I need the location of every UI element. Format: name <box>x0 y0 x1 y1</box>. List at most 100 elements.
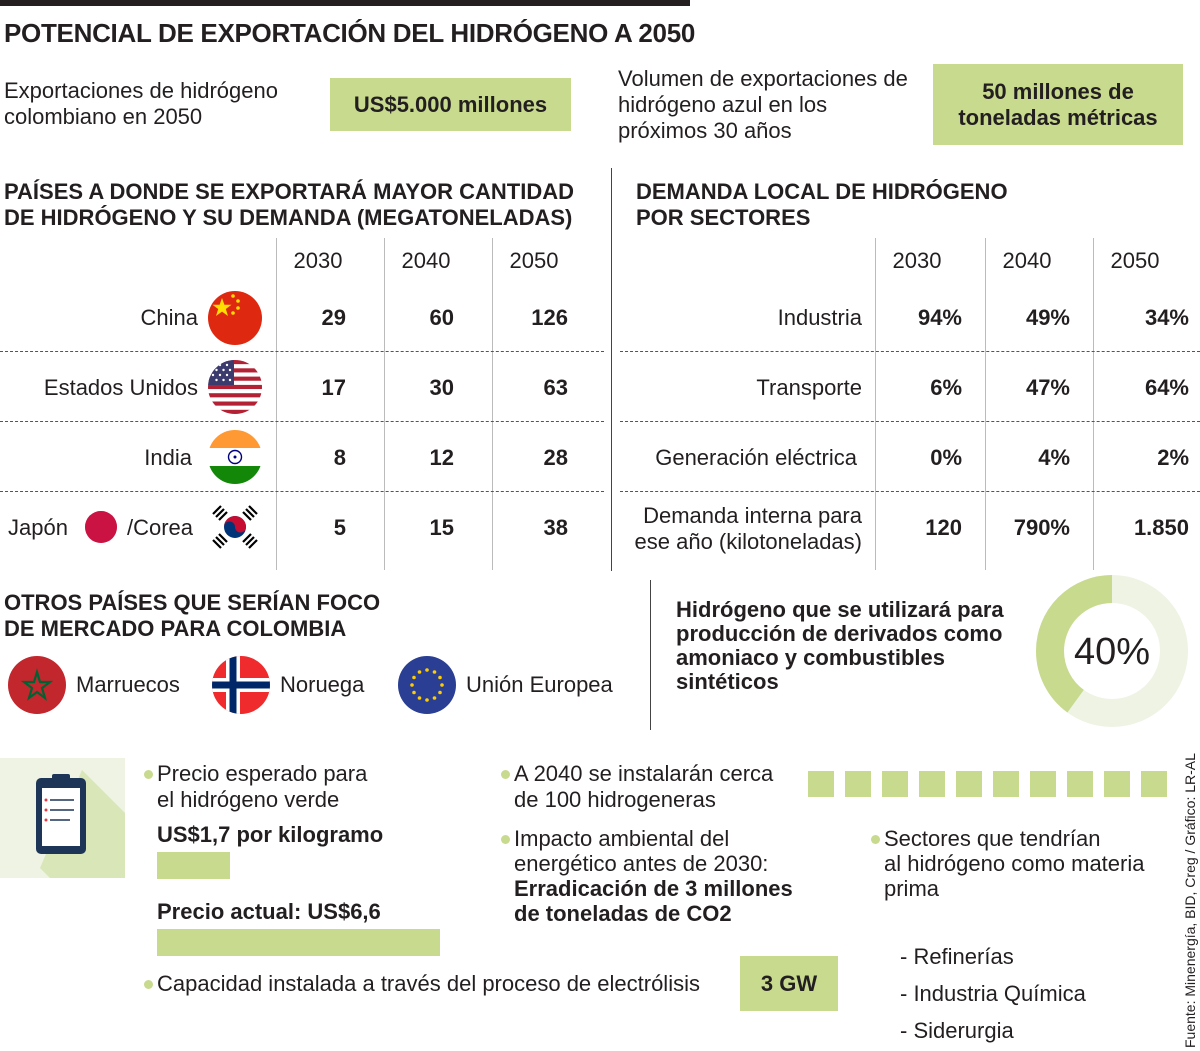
cell: 0% <box>930 445 962 470</box>
cell: 15 <box>429 515 454 540</box>
cell: 17 <box>321 375 346 400</box>
hydrogenerator-square <box>1030 771 1056 797</box>
cell: 49% <box>1025 305 1070 330</box>
hydrogenerator-square <box>808 771 834 797</box>
row-label-industria: Industria <box>777 305 862 330</box>
eu-flag-icon <box>398 656 456 714</box>
cell: 120 <box>925 515 962 540</box>
col-divider <box>985 238 986 570</box>
exports-label: Exportaciones de hidrógeno colombiano en… <box>4 78 278 129</box>
clipboard-icon <box>0 758 125 878</box>
derivatives-donut: 40% <box>1036 575 1188 727</box>
hydrogenerator-square <box>1067 771 1093 797</box>
sectors-list: - Refinerías - Industria Química - Sider… <box>900 938 1086 1049</box>
row-label-generacion: Generación eléctrica <box>655 445 857 470</box>
norway-flag-icon <box>212 656 270 714</box>
demand-table-title: DEMANDA LOCAL DE HIDRÓGENO POR SECTORES <box>636 179 1008 230</box>
korea-flag-icon <box>208 500 262 554</box>
row-label-india: India <box>144 445 192 470</box>
price-expected-bar <box>157 852 230 879</box>
section-divider <box>611 168 612 571</box>
morocco-flag-icon <box>8 656 66 714</box>
exports-value: US$5.000 millones <box>330 78 571 131</box>
cell: 12 <box>429 445 454 470</box>
row-separator <box>620 491 1200 492</box>
price-current: Precio actual: US$6,6 <box>157 899 381 924</box>
hydrogenerator-square <box>1141 771 1167 797</box>
col-divider <box>1093 238 1094 570</box>
country-marruecos: Marruecos <box>76 672 180 697</box>
volume-value: 50 millones de toneladas métricas <box>933 64 1183 145</box>
row-separator <box>620 421 1200 422</box>
price-text: Precio esperado para el hidrógeno verde <box>143 761 368 812</box>
cell: 8 <box>333 445 346 470</box>
exports-table-title: PAÍSES A DONDE SE EXPORTARÁ MAYOR CANTID… <box>4 179 575 230</box>
india-flag-icon <box>208 430 262 484</box>
row-label-china: China <box>140 305 198 330</box>
derivatives-text: Hidrógeno que se utilizará para producci… <box>676 597 1004 694</box>
list-item: - Refinerías <box>900 944 1014 969</box>
capacity-label: Capacidad instalada a través del proceso… <box>144 971 700 996</box>
row-separator <box>0 491 604 492</box>
volume-label: Volumen de exportaciones de hidrógeno az… <box>618 66 908 143</box>
hydrogenerator-square <box>845 771 871 797</box>
china-flag-icon <box>208 291 262 345</box>
col-divider <box>384 238 385 570</box>
row-separator <box>0 421 604 422</box>
capacity-value: 3 GW <box>740 956 838 1011</box>
cell: 63 <box>543 375 568 400</box>
cell: 30 <box>429 375 454 400</box>
col-divider <box>276 238 277 570</box>
year-header: 2030 <box>293 248 343 273</box>
year-header: 2030 <box>892 248 942 273</box>
cell: 5 <box>333 515 346 540</box>
country-noruega: Noruega <box>280 672 365 697</box>
price-expected: US$1,7 por kilogramo <box>157 822 384 847</box>
row-label-korea: /Corea <box>127 515 194 540</box>
year-header: 2050 <box>1110 248 1160 273</box>
cell: 126 <box>531 305 568 330</box>
hydrogenerator-square <box>956 771 982 797</box>
price-current-bar <box>157 929 440 956</box>
year-header: 2050 <box>509 248 559 273</box>
col-divider <box>492 238 493 570</box>
list-item: - Industria Química <box>900 981 1086 1006</box>
cell: 6% <box>930 375 962 400</box>
cell: 60 <box>429 305 454 330</box>
row-label-demanda-interna: Demanda interna para ese año (kilotonela… <box>634 503 862 554</box>
country-ue: Unión Europea <box>466 672 613 697</box>
usa-flag-icon <box>208 360 262 414</box>
cell: 64% <box>1144 375 1189 400</box>
list-item: - Siderurgia <box>900 1018 1014 1043</box>
impact-text: Impacto ambiental del energético antes d… <box>501 826 793 926</box>
cell: 790% <box>1013 515 1070 540</box>
cell: 38 <box>543 515 568 540</box>
year-header: 2040 <box>1002 248 1052 273</box>
hydrogenerator-square <box>919 771 945 797</box>
hydrogenerators-text: A 2040 se instalarán cerca de 100 hidrog… <box>500 761 774 812</box>
hydrogenerator-square <box>1104 771 1130 797</box>
hydrogenerator-square <box>882 771 908 797</box>
row-label-japan: Japón <box>8 515 68 540</box>
cell: 29 <box>321 305 346 330</box>
donut-label: 40% <box>1074 631 1150 673</box>
other-countries-title: OTROS PAÍSES QUE SERÍAN FOCO DE MERCADO … <box>4 590 381 641</box>
source-credit: Fuente: Minenergía, BID, Creg / Gráfico:… <box>1182 753 1198 1048</box>
japan-flag-icon <box>85 511 117 543</box>
donut-slice-40 <box>1036 575 1188 727</box>
row-separator <box>620 351 1200 352</box>
year-header: 2040 <box>401 248 451 273</box>
cell: 28 <box>543 445 568 470</box>
page-title: POTENCIAL DE EXPORTACIÓN DEL HIDRÓGENO A… <box>4 18 696 48</box>
row-separator <box>0 351 604 352</box>
row-label-transporte: Transporte <box>756 375 862 400</box>
cell: 4% <box>1038 445 1070 470</box>
row-label-usa: Estados Unidos <box>43 375 198 400</box>
sectors-text: Sectores que tendrían al hidrógeno como … <box>870 826 1145 901</box>
cell: 47% <box>1025 375 1070 400</box>
cell: 1.850 <box>1133 515 1189 540</box>
hydrogenerator-square <box>993 771 1019 797</box>
cell: 2% <box>1157 445 1189 470</box>
section-divider <box>650 580 651 730</box>
hydrogenerator-squares <box>808 771 1167 797</box>
